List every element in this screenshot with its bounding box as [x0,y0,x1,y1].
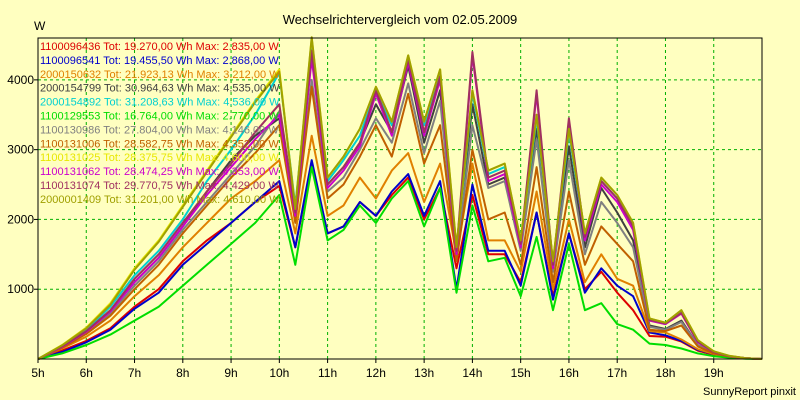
x-tick-label-14: 19h [704,366,724,380]
y-tick-label-2: 3000 [7,143,34,157]
legend-entry-6: 1100130986 Tot: 27.804,00 Wh Max: 4.146,… [40,124,279,136]
series-line-2 [37,134,763,360]
y-ticks: 1000 2000 3000 4000 [7,73,38,296]
x-tick-label-8: 13h [414,366,434,380]
plot-frame [37,37,763,360]
series-line-7 [37,85,763,360]
series-line-5 [37,166,763,360]
y-tick-label-0: 1000 [7,282,34,296]
legend-entry-11: 2000001409 Tot: 31.201,00 Wh Max: 4.610,… [40,194,280,206]
y-axis-label: W [34,19,46,33]
x-tick-label-13: 18h [655,366,675,380]
legend-entry-4: 2000154892 Tot: 31.208,63 Wh Max: 4.536,… [40,97,280,109]
x-tick-label-12: 17h [607,366,627,380]
legend-entry-8: 1100131025 Tot: 28.375,75 Wh Max: 4.600,… [40,152,279,164]
legend-entry-0: 1100096436 Tot: 19.270,00 Wh Max: 2.835,… [40,41,279,53]
x-tick-label-10: 15h [511,366,531,380]
x-tick-label-9: 14h [462,366,482,380]
x-tick-label-4: 9h [224,366,237,380]
legend-entry-2: 2000150632 Tot: 21.923,13 Wh Max: 3.212,… [40,69,280,81]
series-line-6 [37,78,763,360]
x-tick-label-3: 8h [176,366,189,380]
series-line-11 [37,36,763,360]
x-tick-label-0: 5h [31,366,44,380]
x-tick-label-7: 12h [366,366,386,380]
footer-text: SunnyReport pinxit [703,386,796,398]
legend-entry-10: 1100131074 Tot: 29.770,75 Wh Max: 4.429,… [40,180,279,192]
legend-entry-5: 1100129553 Tot: 16.764,00 Wh Max: 2.770,… [40,111,279,123]
x-tick-label-6: 11h [318,366,337,380]
x-tick-label-11: 16h [559,366,579,380]
x-tick-label-5: 10h [269,366,289,380]
legend-entry-1: 1100096541 Tot: 19.455,50 Wh Max: 2.868,… [40,55,279,67]
x-tick-label-2: 7h [128,366,141,380]
x-ticks: 5h 6h 7h 8h 9h 10h 11h 12h 13h 14h 15h 16h 17h 18h 19h [31,359,724,380]
legend-entry-9: 1100131062 Tot: 28.474,25 Wh Max: 4.353,… [40,166,279,178]
y-tick-label-3: 4000 [7,73,34,87]
legend: 1100096436 Tot: 19.270,00 Wh Max: 2.835,… [40,41,280,206]
legend-entry-3: 2000154799 Tot: 30.964,63 Wh Max: 4.535,… [40,83,280,95]
y-tick-label-1: 2000 [7,212,34,226]
x-tick-label-1: 6h [80,366,93,380]
series-line-1 [37,159,763,360]
chart-title: Wechselrichtervergleich vom 02.05.2009 [283,12,518,27]
legend-entry-7: 1100131006 Tot: 28.582,75 Wh Max: 4.352,… [40,138,279,150]
series-lines [37,36,763,360]
